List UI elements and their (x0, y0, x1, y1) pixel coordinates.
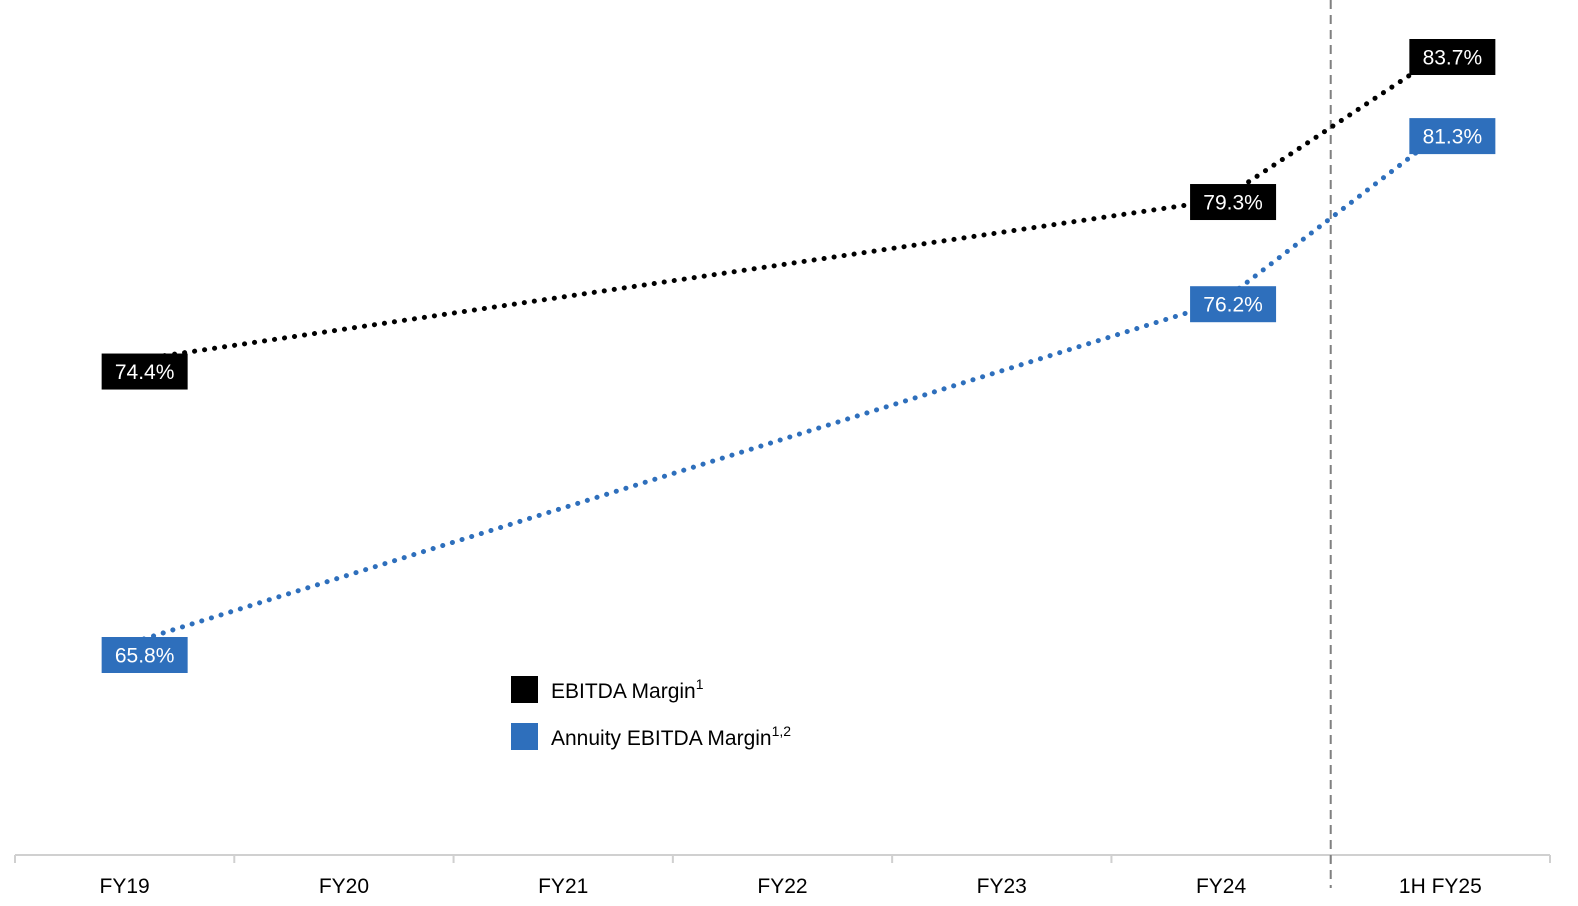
data-label: 79.3% (1190, 184, 1277, 221)
data-label: 74.4% (101, 353, 188, 390)
legend-name: Annuity EBITDA Margin (551, 727, 772, 750)
data-label-text: 76.2% (1203, 294, 1263, 317)
data-label-text: 79.3% (1203, 192, 1263, 215)
x-tick-label: FY19 (100, 875, 150, 898)
data-labels: 74.4% 79.3% 83.7% 65.8% 76.2% 81.3% (101, 39, 1496, 673)
legend-footnote-marker: 1,2 (772, 723, 792, 739)
x-axis: FY19 FY20 FY21 FY22 FY23 FY24 1H FY25 (14, 854, 1551, 898)
series-line-0 (122, 52, 1443, 364)
data-label-text: 74.4% (115, 361, 175, 384)
x-tick-label: FY23 (977, 875, 1027, 898)
x-tick-label: 1H FY25 (1399, 875, 1482, 898)
x-tick-label: FY20 (319, 875, 369, 898)
data-label: 65.8% (101, 637, 188, 673)
legend-item: Annuity EBITDA Margin1,2 (511, 723, 791, 750)
data-label-box (1190, 286, 1277, 323)
legend: EBITDA Margin1 Annuity EBITDA Margin1,2 (511, 676, 791, 750)
legend-label: Annuity EBITDA Margin1,2 (551, 723, 791, 750)
data-label-box (101, 637, 188, 673)
legend-item: EBITDA Margin1 (511, 676, 704, 703)
data-label-text: 83.7% (1423, 47, 1483, 70)
data-label-box (101, 353, 188, 390)
data-label-text: 65.8% (115, 645, 175, 668)
legend-swatch (511, 723, 538, 750)
x-tick-label: FY21 (538, 875, 588, 898)
series-lines (122, 52, 1443, 648)
data-label: 81.3% (1409, 118, 1496, 155)
data-label: 76.2% (1190, 286, 1277, 323)
data-label-box (1409, 39, 1496, 75)
x-tick-label: FY22 (757, 875, 807, 898)
data-label: 83.7% (1409, 39, 1496, 75)
legend-footnote-marker: 1 (696, 676, 704, 692)
data-label-text: 81.3% (1423, 126, 1483, 149)
x-tick-label: FY24 (1196, 875, 1247, 898)
data-label-box (1409, 118, 1496, 155)
series-line-1 (122, 131, 1443, 648)
data-label-box (1190, 184, 1277, 221)
legend-label: EBITDA Margin1 (551, 676, 704, 703)
legend-name: EBITDA Margin (551, 680, 696, 703)
legend-swatch (511, 676, 538, 703)
